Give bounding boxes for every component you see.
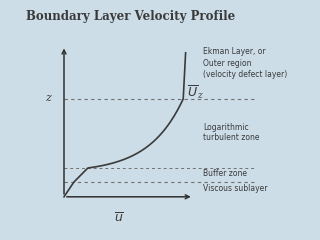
- Text: $\overline{u}$: $\overline{u}$: [114, 212, 124, 225]
- Text: Ekman Layer, or: Ekman Layer, or: [203, 47, 266, 56]
- Text: turbulent zone: turbulent zone: [203, 132, 260, 142]
- Text: z: z: [197, 91, 202, 100]
- Text: Boundary Layer Velocity Profile: Boundary Layer Velocity Profile: [26, 10, 235, 23]
- Text: Viscous sublayer: Viscous sublayer: [203, 184, 268, 193]
- Text: Buffer zone: Buffer zone: [203, 169, 247, 179]
- Text: $\overline{U}$: $\overline{U}$: [187, 85, 198, 101]
- Text: Logarithmic: Logarithmic: [203, 123, 249, 132]
- Text: Outer region: Outer region: [203, 59, 252, 68]
- Text: z: z: [45, 93, 51, 103]
- Text: (velocity defect layer): (velocity defect layer): [203, 70, 287, 79]
